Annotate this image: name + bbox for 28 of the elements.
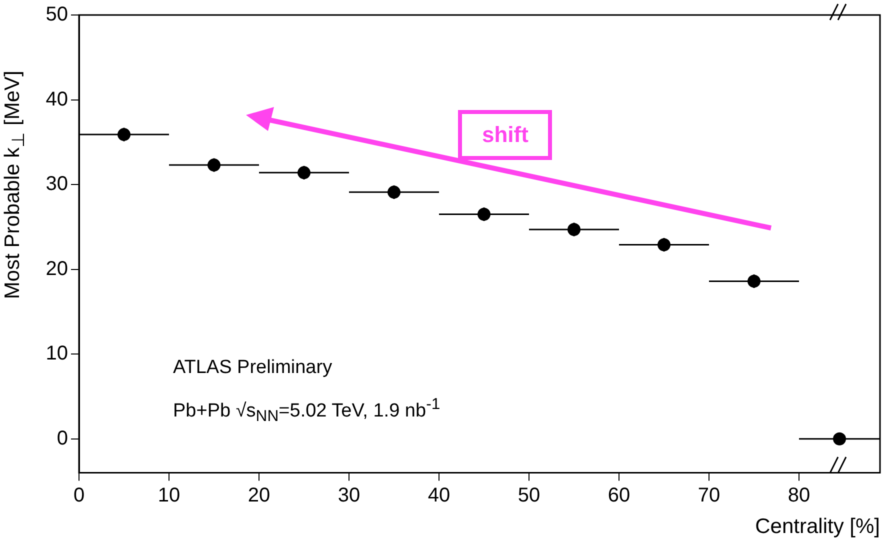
point — [478, 208, 490, 221]
y-tick-label: 20 — [46, 258, 68, 280]
x-tick-label: 50 — [518, 484, 540, 506]
point — [298, 166, 310, 180]
y-tick-label: 10 — [46, 342, 68, 365]
x-tick-label: 70 — [698, 484, 720, 506]
x-tick-label: 40 — [428, 484, 450, 506]
y-tick-label: 40 — [46, 88, 68, 110]
point — [118, 128, 130, 142]
x-tick-label: 0 — [73, 484, 85, 506]
point — [388, 186, 400, 199]
point — [658, 238, 670, 252]
x-tick-label: 60 — [608, 484, 630, 506]
x-tick-label: 30 — [338, 484, 360, 506]
annotation: Pb+Pb √s$_{NN}$=5.02 TeV, 1.9 nb$^{-1}$ — [173, 396, 440, 426]
point — [208, 158, 220, 172]
x-tick-label: 80 — [788, 484, 810, 506]
x-axis-title: Centrality [%] — [755, 515, 880, 538]
y-tick-label: 0 — [56, 427, 68, 450]
point — [748, 274, 760, 288]
x-tick-label: 20 — [248, 484, 270, 506]
x-tick-label: 10 — [158, 484, 180, 506]
y-tick-label: 30 — [46, 173, 68, 196]
point — [568, 222, 580, 236]
y-tick-label: 50 — [46, 4, 68, 26]
annotation: ATLAS Preliminary — [173, 357, 332, 379]
point — [833, 432, 846, 446]
annotation: shift — [458, 110, 552, 160]
